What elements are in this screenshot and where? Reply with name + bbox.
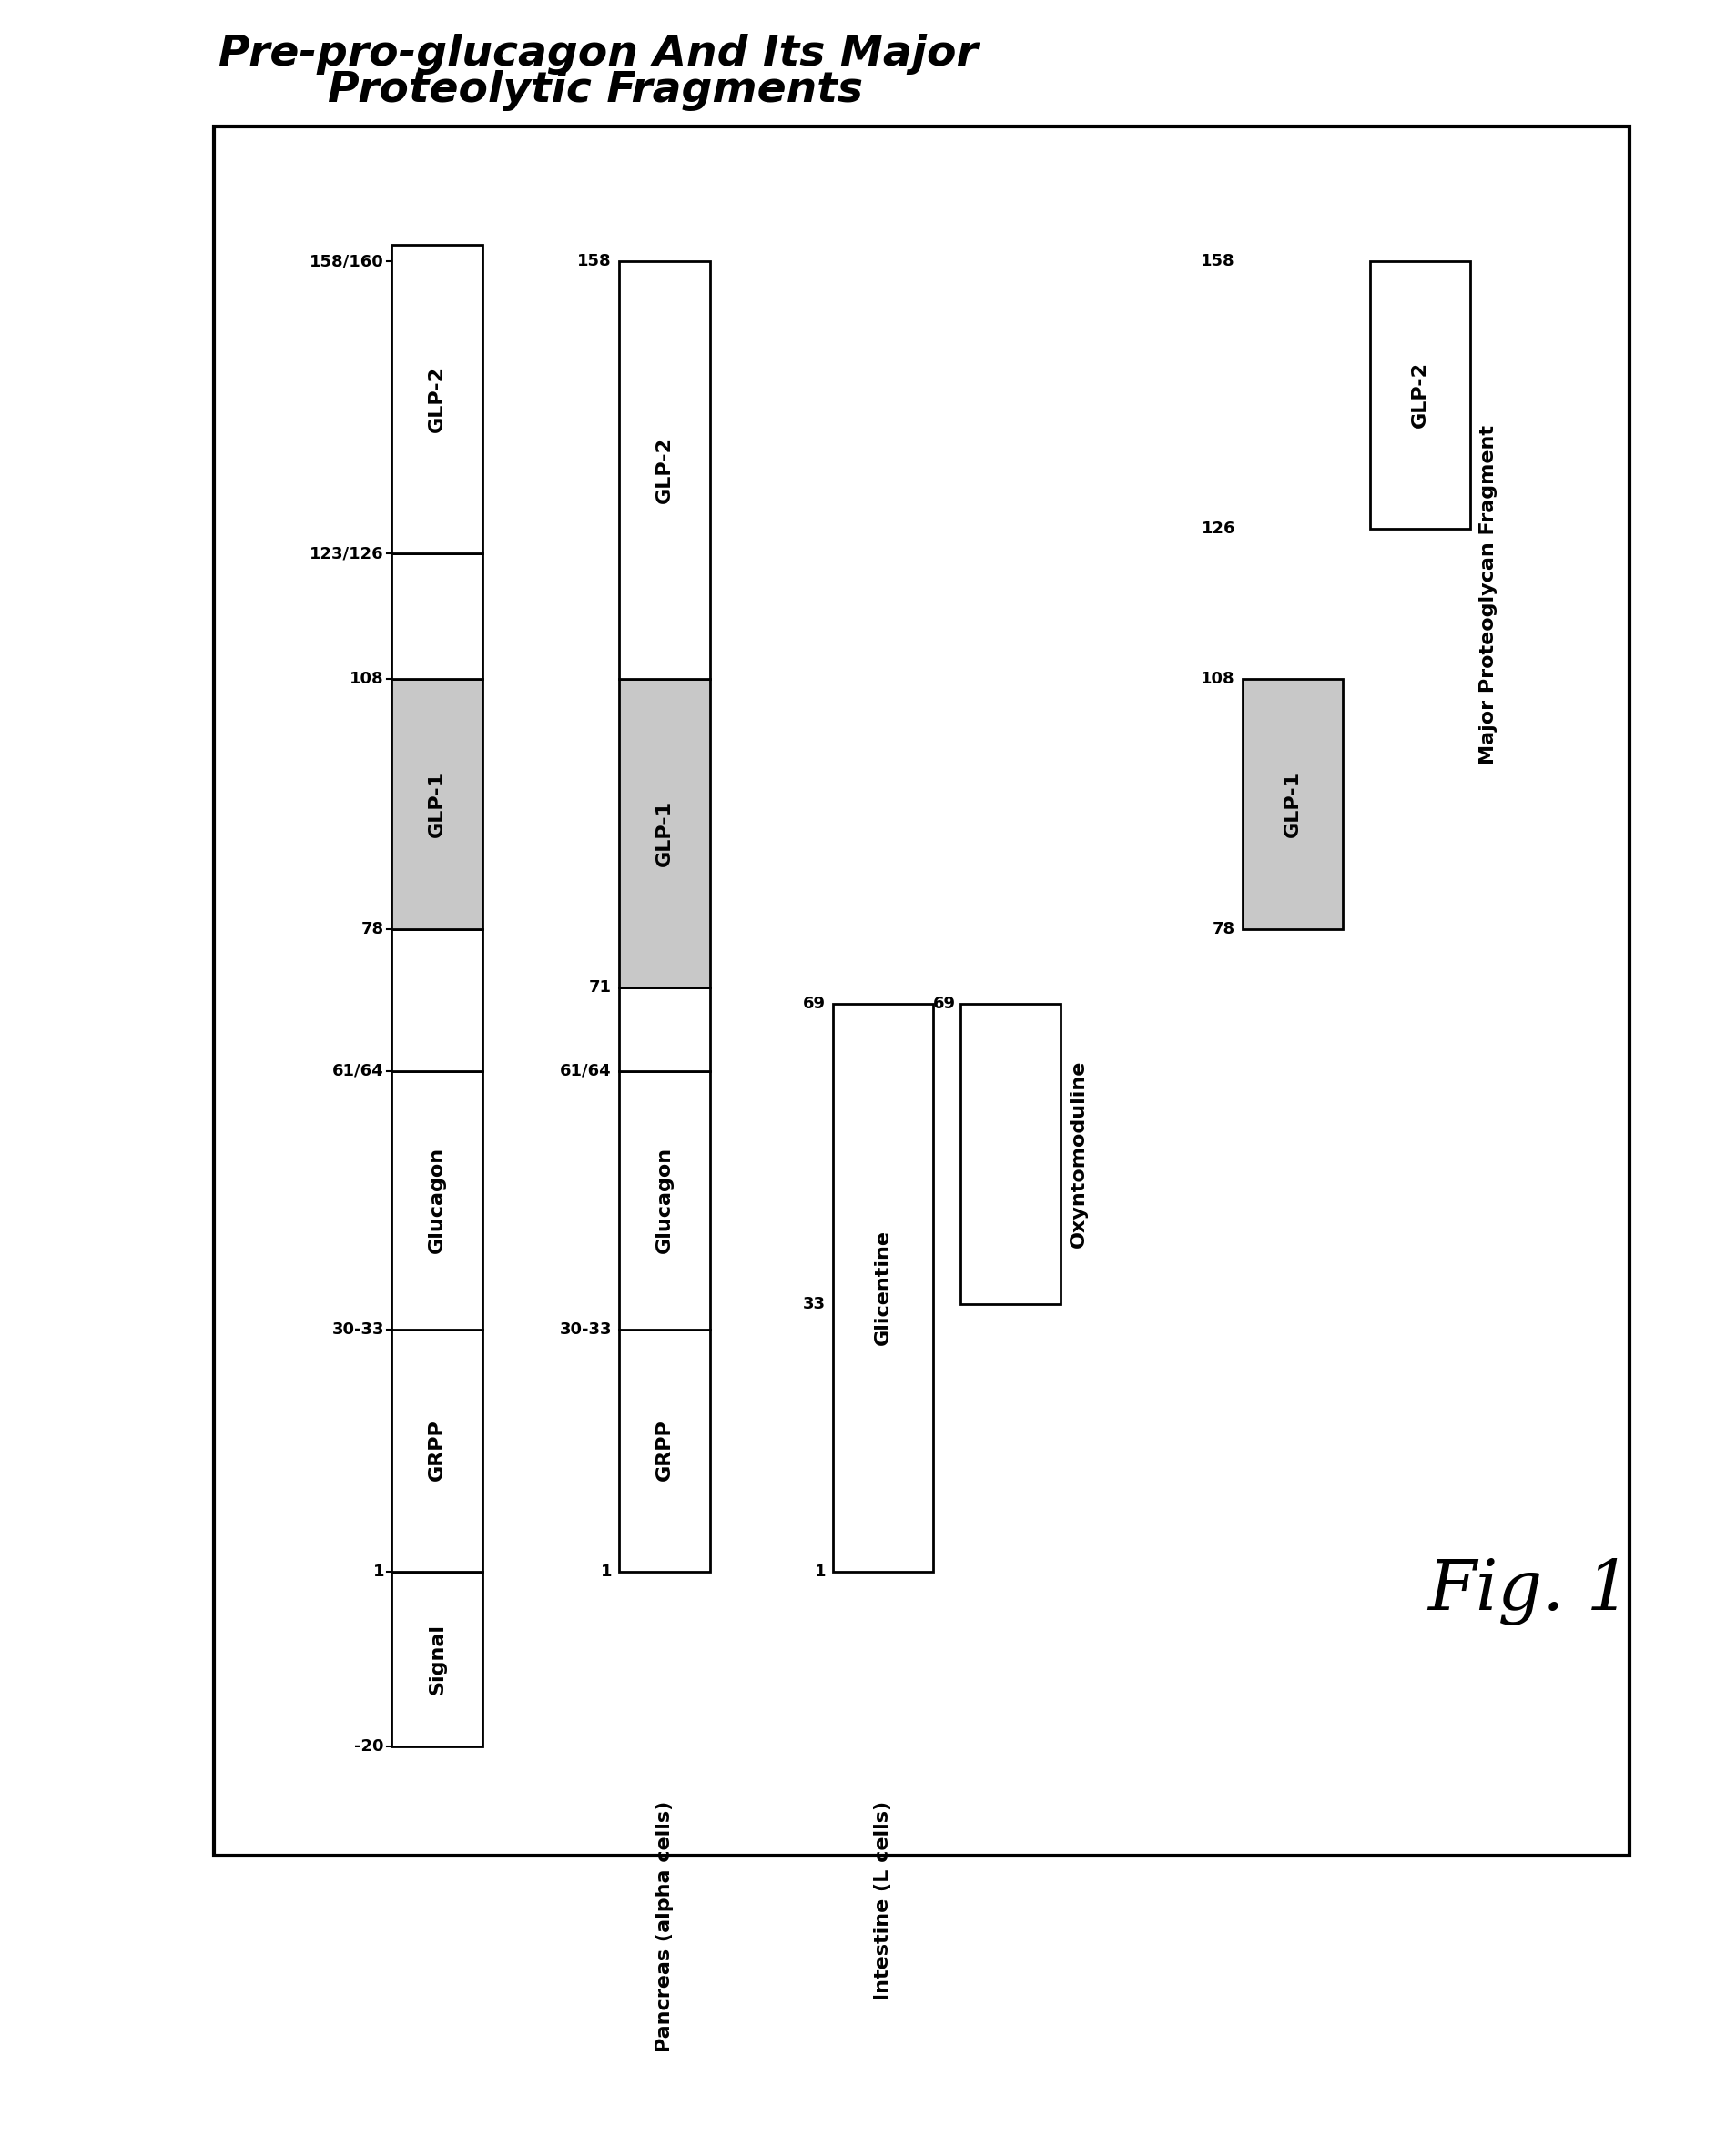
Bar [1370,261,1471,528]
Text: Signal: Signal [428,1623,445,1695]
Text: 1: 1 [373,1563,385,1580]
Text: Proteolytic Fragments: Proteolytic Fragments [328,69,863,110]
Text: GRPP: GRPP [656,1419,673,1481]
Text: -20: -20 [354,1738,385,1755]
Text: 61/64: 61/64 [333,1063,385,1078]
Text: 158/160: 158/160 [309,252,385,270]
Text: 61/64: 61/64 [561,1063,611,1078]
Bar [214,127,1629,1856]
Text: Glucagon: Glucagon [656,1147,673,1253]
Bar [392,1330,483,1572]
Text: 158: 158 [578,252,611,270]
Text: 108: 108 [350,671,385,688]
Bar [392,1072,483,1330]
Text: 78: 78 [361,921,385,938]
Text: GRPP: GRPP [428,1419,445,1481]
Text: 1: 1 [815,1563,825,1580]
Bar [620,987,709,1072]
Bar [620,679,709,987]
Bar [392,554,483,679]
Text: Intestine (L cells): Intestine (L cells) [873,1800,892,2001]
Bar [620,261,709,679]
Bar [834,1005,934,1572]
Text: 123/126: 123/126 [311,545,385,563]
Text: 108: 108 [1201,671,1236,688]
Bar [392,1572,483,1746]
Text: 158: 158 [1201,252,1236,270]
Text: Glucagon: Glucagon [428,1147,445,1253]
Bar [392,246,483,554]
Text: 71: 71 [589,979,611,996]
Text: GLP-1: GLP-1 [428,770,445,837]
Text: Pancreas (alpha cells): Pancreas (alpha cells) [656,1800,673,2053]
Text: 69: 69 [934,996,956,1011]
Bar [620,1330,709,1572]
Text: 30-33: 30-33 [331,1322,385,1337]
Text: 30-33: 30-33 [559,1322,611,1337]
Text: GLP-1: GLP-1 [1284,770,1301,837]
Bar [1243,679,1343,929]
Text: 33: 33 [803,1296,825,1313]
Text: GLP-2: GLP-2 [1412,362,1429,429]
Text: Glicentine: Glicentine [873,1229,892,1345]
Text: Fig. 1: Fig. 1 [1427,1559,1631,1626]
Text: GLP-1: GLP-1 [656,800,673,867]
Bar [392,929,483,1072]
Text: 69: 69 [803,996,825,1011]
Bar [620,1072,709,1330]
Bar [392,679,483,929]
Text: Oxyntomoduline: Oxyntomoduline [1070,1061,1087,1248]
Text: Major Proteoglycan Fragment: Major Proteoglycan Fragment [1479,425,1498,765]
Text: 78: 78 [1212,921,1236,938]
Text: GLP-2: GLP-2 [428,367,445,433]
Text: 1: 1 [601,1563,611,1580]
Bar [960,1005,1060,1304]
Text: 126: 126 [1201,520,1236,537]
Text: Pre-pro-glucagon And Its Major: Pre-pro-glucagon And Its Major [219,32,977,73]
Text: GLP-2: GLP-2 [656,438,673,502]
